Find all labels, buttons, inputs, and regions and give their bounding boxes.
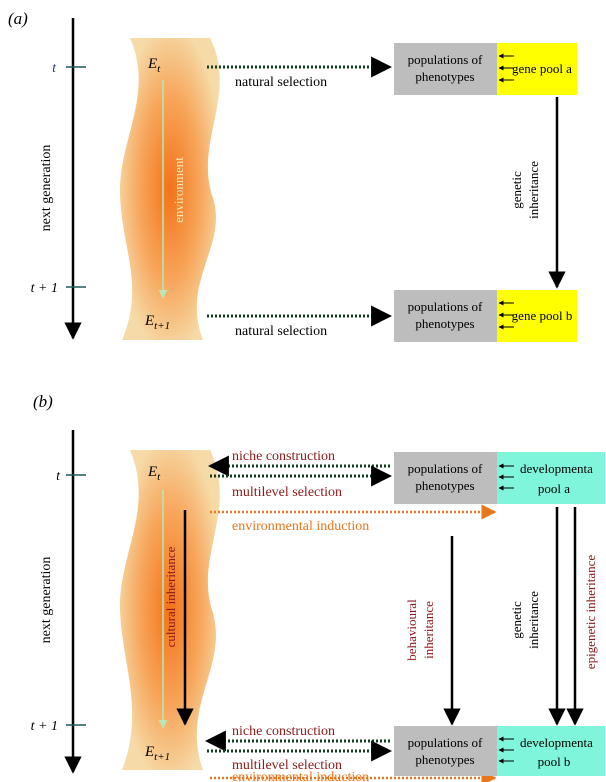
panel-b-genetic-line1: genetic bbox=[509, 601, 524, 639]
panel-b-label: (b) bbox=[33, 392, 53, 411]
panel-b-multi-top: multilevel selection bbox=[232, 485, 342, 500]
panel-b-dev-pool-bottom-line2: pool b bbox=[538, 754, 571, 769]
panel-b-population-box-top bbox=[394, 452, 497, 504]
panel-b-niche-top: niche construction bbox=[232, 449, 335, 464]
panel-b-dev-pool-bottom-line1: developmenta bbox=[520, 735, 593, 750]
panel-a-natural-selection-top: natural selection bbox=[235, 75, 327, 90]
panel-a-t-label: t bbox=[52, 61, 57, 76]
panel-b-dev-pool-top bbox=[497, 452, 605, 504]
panel-a-environment-word: environment bbox=[171, 157, 186, 223]
panel-a-env-top: Et bbox=[147, 56, 161, 75]
panel-b-genetic-line2: inheritance bbox=[526, 591, 541, 649]
panel-a-t1-label: t + 1 bbox=[31, 281, 58, 296]
panel-b-box-bottom-line1: populations of bbox=[408, 735, 483, 750]
panel-b-niche-bottom: niche construction bbox=[232, 724, 335, 739]
panel-b-dev-pool-top-line2: pool a bbox=[538, 481, 570, 496]
panel-a-box-bottom-line2: phenotypes bbox=[415, 316, 474, 331]
panel-b-behav-line2: inheritance bbox=[421, 601, 436, 659]
panel-a-axis-label: next generation bbox=[39, 145, 54, 232]
panel-b-env-top: Et bbox=[147, 464, 161, 483]
panel-b-box-top-line2: phenotypes bbox=[415, 478, 474, 493]
panel-b-environment-band bbox=[119, 450, 220, 770]
panel-a-gene-pool-top bbox=[497, 43, 577, 95]
panel-b-dev-pool-top-line1: developmenta bbox=[520, 461, 593, 476]
panel-a-genetic-line1: genetic bbox=[509, 171, 524, 209]
panel-b-population-box-bottom bbox=[394, 726, 497, 776]
panel-b-induction-bottom: environmental induction bbox=[232, 770, 369, 782]
panel-a-env-bottom: Et+1 bbox=[144, 313, 170, 332]
panel-b-cultural-label: cultural inheritance bbox=[163, 546, 178, 647]
panel-a: (a) t t + 1 next generation environment … bbox=[8, 9, 577, 342]
panel-a-gene-pool-bottom-label: gene pool b bbox=[512, 308, 573, 323]
panel-a-box-bottom-line1: populations of bbox=[408, 299, 483, 314]
panel-b-t1-label: t + 1 bbox=[31, 719, 58, 734]
panel-a-population-box-bottom bbox=[394, 290, 497, 342]
panel-b-dev-pool-bottom bbox=[497, 726, 605, 776]
panel-a-environment-band bbox=[119, 38, 220, 340]
panel-a-box-top-line1: populations of bbox=[408, 52, 483, 67]
panel-b-axis-label: next generation bbox=[39, 557, 54, 644]
panel-b-multi-bottom: multilevel selection bbox=[232, 758, 342, 773]
panel-a-label: (a) bbox=[8, 9, 28, 28]
panel-a-natural-selection-bottom: natural selection bbox=[235, 324, 327, 339]
panel-b-behav-line1: behavioural bbox=[404, 599, 419, 661]
panel-a-gene-pool-top-label: gene pool a bbox=[512, 61, 572, 76]
panel-b: (b) t t + 1 next generation cultural inh… bbox=[31, 392, 605, 782]
panel-a-box-top-line2: phenotypes bbox=[415, 69, 474, 84]
panel-a-genetic-line2: inheritance bbox=[526, 161, 541, 219]
panel-a-gene-pool-bottom bbox=[497, 290, 577, 342]
panel-b-box-bottom-line2: phenotypes bbox=[415, 752, 474, 767]
panel-b-env-bottom: Et+1 bbox=[144, 744, 170, 763]
panel-b-induction-top: environmental induction bbox=[232, 519, 369, 534]
panel-b-t-label: t bbox=[56, 469, 61, 484]
panel-b-epigenetic-label: epigenetic inheritance bbox=[583, 555, 598, 670]
panel-a-population-box-top bbox=[394, 43, 497, 95]
panel-b-box-top-line1: populations of bbox=[408, 461, 483, 476]
